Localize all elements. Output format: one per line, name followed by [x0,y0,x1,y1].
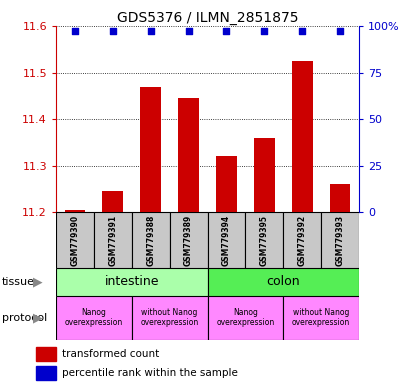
Text: protocol: protocol [2,313,47,323]
Title: GDS5376 / ILMN_2851875: GDS5376 / ILMN_2851875 [117,11,298,25]
Point [261,28,268,34]
Text: Nanog
overexpression: Nanog overexpression [65,308,123,328]
FancyBboxPatch shape [208,212,245,268]
FancyBboxPatch shape [132,296,208,340]
Text: intestine: intestine [105,275,159,288]
Bar [178,98,199,212]
FancyBboxPatch shape [132,212,170,268]
FancyBboxPatch shape [56,268,208,296]
Bar [36,347,56,361]
FancyBboxPatch shape [208,268,359,296]
FancyBboxPatch shape [321,212,359,268]
Text: GSM779395: GSM779395 [260,215,269,266]
Point [72,28,78,34]
Text: without Nanog
overexpression: without Nanog overexpression [292,308,350,328]
Text: GSM779392: GSM779392 [298,215,307,266]
FancyBboxPatch shape [245,212,283,268]
Point [299,28,305,34]
Bar [103,191,123,212]
Point [223,28,230,34]
Bar [216,156,237,212]
Bar [36,366,56,381]
Point [110,28,116,34]
FancyBboxPatch shape [170,212,208,268]
Bar [65,210,85,212]
FancyBboxPatch shape [56,212,94,268]
Text: Nanog
overexpression: Nanog overexpression [216,308,274,328]
FancyBboxPatch shape [208,296,283,340]
Text: percentile rank within the sample: percentile rank within the sample [62,368,238,378]
Bar [140,87,161,212]
Bar [292,61,312,212]
FancyBboxPatch shape [94,212,132,268]
Text: GSM779390: GSM779390 [71,215,79,266]
Point [337,28,343,34]
Text: GSM779388: GSM779388 [146,215,155,266]
Text: ▶: ▶ [33,311,43,324]
Point [185,28,192,34]
FancyBboxPatch shape [56,296,132,340]
Text: ▶: ▶ [33,275,43,288]
Text: colon: colon [266,275,300,288]
FancyBboxPatch shape [283,212,321,268]
Text: GSM779389: GSM779389 [184,215,193,266]
Text: without Nanog
overexpression: without Nanog overexpression [141,308,199,328]
Text: GSM779394: GSM779394 [222,215,231,266]
Point [147,28,154,34]
Text: transformed count: transformed count [62,349,159,359]
Text: GSM779391: GSM779391 [108,215,117,266]
Text: GSM779393: GSM779393 [336,215,344,266]
Bar [254,138,275,212]
Text: tissue: tissue [2,277,35,287]
Bar [330,184,350,212]
FancyBboxPatch shape [283,296,359,340]
